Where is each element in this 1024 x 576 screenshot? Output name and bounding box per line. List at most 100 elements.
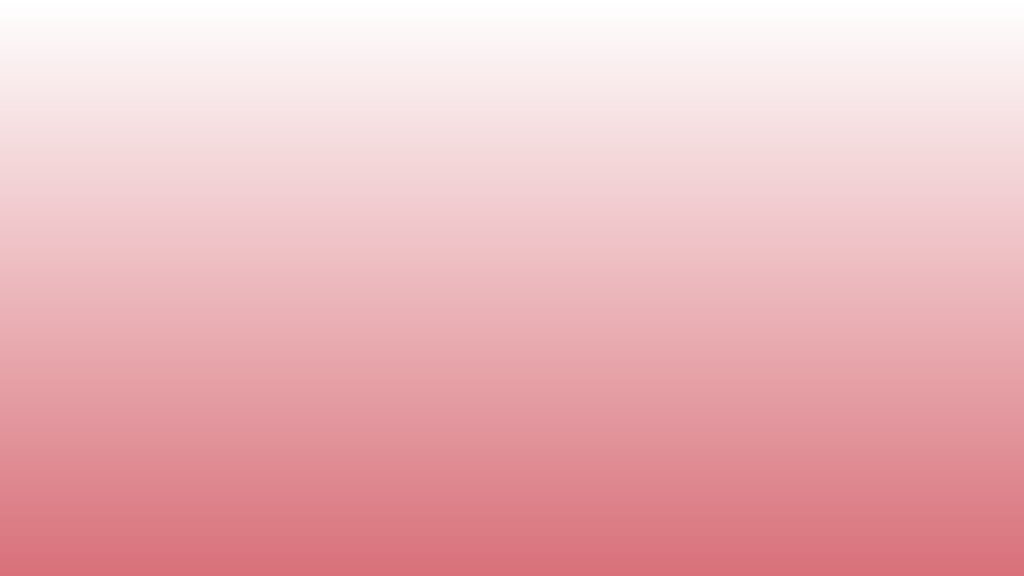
Text: Left ventricle: Left ventricle	[650, 417, 760, 435]
FancyBboxPatch shape	[430, 170, 512, 222]
Bar	[0, 262, 1024, 265]
Bar	[0, 455, 1024, 458]
FancyBboxPatch shape	[312, 196, 660, 449]
FancyBboxPatch shape	[410, 156, 471, 236]
Bar	[0, 12, 1024, 14]
Bar	[0, 253, 1024, 256]
Bar	[0, 481, 1024, 484]
Bar	[0, 400, 1024, 403]
Bar	[0, 268, 1024, 271]
Bar	[0, 60, 1024, 63]
Bar	[0, 449, 1024, 452]
Bar	[0, 302, 1024, 305]
Bar	[0, 366, 1024, 369]
Bar	[0, 26, 1024, 29]
Bar	[0, 207, 1024, 210]
Bar	[0, 20, 1024, 23]
Bar	[0, 46, 1024, 49]
Bar	[0, 458, 1024, 461]
Bar	[0, 467, 1024, 469]
Bar	[0, 121, 1024, 124]
Bar	[0, 92, 1024, 95]
Bar	[0, 52, 1024, 55]
Bar	[0, 464, 1024, 467]
Bar	[0, 351, 1024, 354]
Bar	[0, 369, 1024, 372]
Bar	[0, 510, 1024, 513]
Bar	[0, 124, 1024, 127]
Bar	[0, 495, 1024, 498]
Bar	[0, 357, 1024, 360]
Bar	[0, 153, 1024, 156]
Ellipse shape	[386, 233, 473, 291]
Bar	[0, 248, 1024, 251]
Bar	[0, 256, 1024, 259]
Text: Pulmonary veins: Pulmonary veins	[497, 146, 635, 165]
Bar	[0, 55, 1024, 58]
Bar	[0, 81, 1024, 84]
Text: Right atrium: Right atrium	[159, 213, 262, 231]
Bar	[0, 204, 1024, 207]
Bar	[0, 118, 1024, 121]
Bar	[0, 518, 1024, 521]
FancyBboxPatch shape	[410, 351, 471, 420]
Text: Tricuspid valve: Tricuspid valve	[205, 293, 328, 312]
Bar	[0, 78, 1024, 81]
Bar	[0, 377, 1024, 380]
Bar	[0, 504, 1024, 507]
Bar	[0, 570, 1024, 573]
Bar	[0, 23, 1024, 26]
Bar	[0, 222, 1024, 225]
Bar	[0, 32, 1024, 35]
Text: GENERAL STRUCTURE OF THE CIRCULATORY
SYSTEM - STRUCTURE OF THE HEART: GENERAL STRUCTURE OF THE CIRCULATORY SYS…	[136, 37, 888, 105]
Bar	[0, 150, 1024, 153]
Bar	[0, 202, 1024, 204]
Bar	[0, 380, 1024, 383]
Bar	[0, 389, 1024, 392]
Bar	[0, 196, 1024, 199]
Bar	[0, 181, 1024, 184]
Bar	[0, 490, 1024, 492]
Bar	[0, 340, 1024, 343]
Bar	[0, 374, 1024, 377]
Bar	[0, 360, 1024, 363]
Bar	[0, 550, 1024, 553]
Bar	[0, 179, 1024, 181]
Bar	[0, 89, 1024, 92]
Bar	[0, 397, 1024, 400]
Bar	[0, 29, 1024, 32]
Bar	[0, 507, 1024, 510]
Bar	[0, 9, 1024, 12]
Bar	[0, 147, 1024, 150]
Bar	[0, 418, 1024, 420]
Bar	[0, 472, 1024, 475]
Bar	[0, 395, 1024, 397]
Bar	[0, 66, 1024, 69]
Bar	[0, 49, 1024, 52]
Bar	[0, 354, 1024, 357]
Bar	[0, 107, 1024, 109]
Bar	[0, 539, 1024, 541]
Bar	[0, 317, 1024, 320]
Bar	[0, 567, 1024, 570]
Bar	[0, 412, 1024, 415]
Bar	[0, 291, 1024, 294]
Bar	[0, 527, 1024, 530]
Bar	[0, 300, 1024, 302]
Text: superior vena cava: superior vena cava	[292, 131, 438, 146]
Bar	[0, 331, 1024, 334]
Bar	[0, 562, 1024, 564]
Bar	[0, 337, 1024, 340]
Bar	[0, 559, 1024, 562]
Bar	[0, 446, 1024, 449]
Bar	[0, 320, 1024, 323]
Bar	[0, 469, 1024, 472]
Bar	[0, 294, 1024, 297]
Bar	[0, 69, 1024, 72]
Bar	[0, 475, 1024, 478]
Bar	[0, 75, 1024, 78]
Bar	[0, 187, 1024, 190]
Bar	[0, 541, 1024, 544]
Bar	[0, 363, 1024, 366]
Bar	[0, 109, 1024, 112]
